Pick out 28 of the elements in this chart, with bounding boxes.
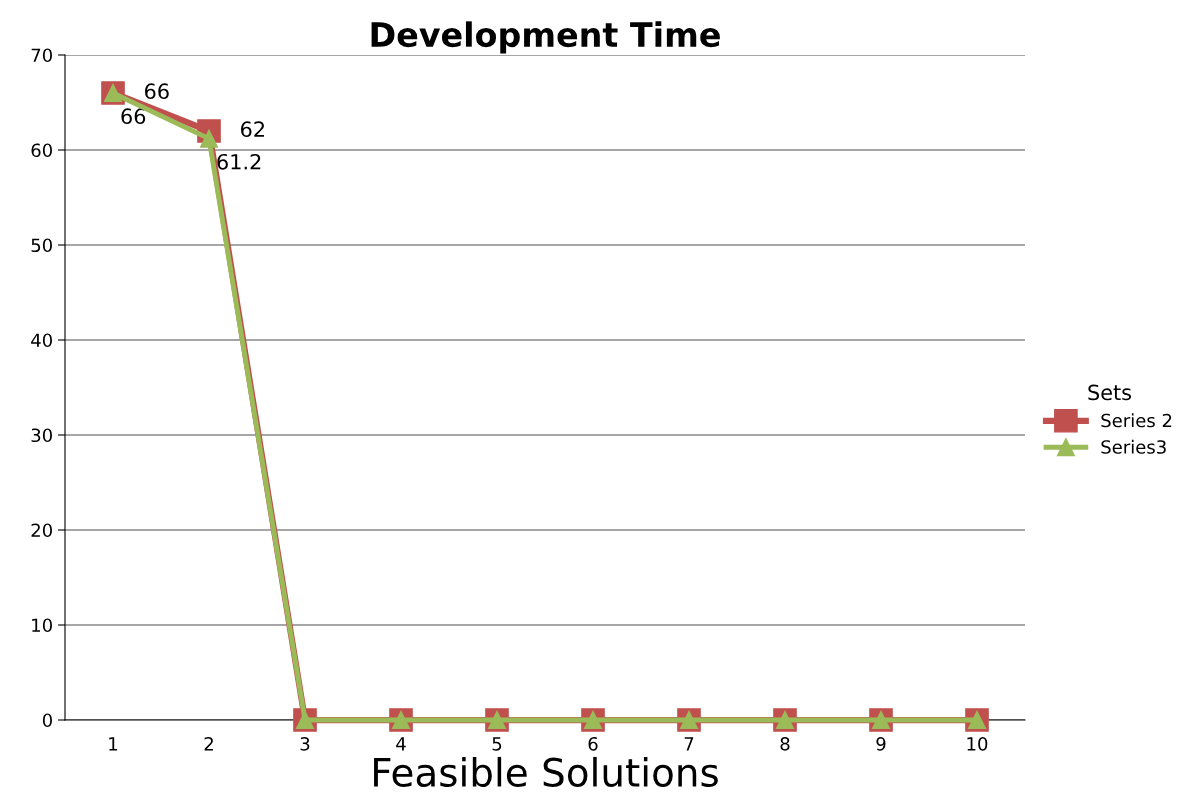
chart-title: Development Time (371, 21, 720, 54)
x-tick-label: 7 (684, 737, 694, 751)
x-tick-label: 4 (396, 737, 406, 751)
y-tick-label: 20 (31, 523, 52, 538)
x-axis-title: Feasible Solutions (374, 756, 718, 788)
y-tick-label: 0 (42, 713, 52, 728)
x-tick-label: 10 (967, 736, 988, 751)
point (199, 129, 219, 148)
data-label: 62 (241, 121, 264, 138)
x-tick-label: 8 (780, 736, 790, 751)
legend-label: Series3 (1101, 439, 1166, 454)
y-tick-label: 70 (31, 48, 52, 63)
x-tick-label: 6 (588, 736, 598, 751)
legend-title: Sets (1088, 384, 1132, 401)
x-tick-label: 9 (876, 736, 886, 751)
y-tick-label: 30 (31, 428, 52, 443)
y-tick-label: 50 (31, 238, 52, 253)
legend-label: Series 2 (1101, 413, 1172, 428)
y-tick-label: 10 (32, 618, 52, 633)
y-tick-label: 40 (31, 333, 52, 348)
data-label: 66 (145, 83, 169, 100)
y-tick-label: 60 (31, 143, 52, 158)
x-tick-label: 5 (492, 737, 502, 751)
x-tick-label: 3 (300, 736, 310, 751)
data-label: 66 (121, 108, 146, 125)
x-tick-label: 2 (204, 736, 213, 751)
data-label: 61.2 (217, 153, 261, 170)
x-tick-label: 1 (109, 737, 118, 751)
